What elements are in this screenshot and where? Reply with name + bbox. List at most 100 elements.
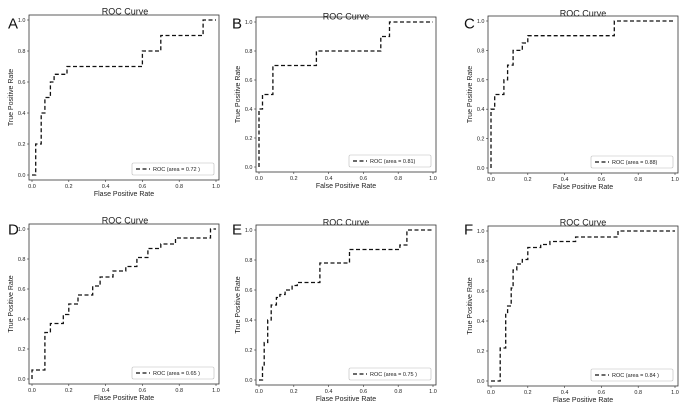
chart-title-b: ROC Curve <box>323 11 370 21</box>
panel-f: F ROC Curve 0.0 0.2 0.4 0.6 0.8 1.0 0.0 0.2 0.4 0.6… <box>464 217 679 403</box>
y-tick-label-e: 1.0 <box>245 228 253 234</box>
legend-box-e <box>348 367 432 381</box>
plot-frame-d <box>28 223 220 385</box>
y-tick-label-f: 0.6 <box>477 289 485 295</box>
y-tick-label-e: 0.8 <box>245 258 253 264</box>
x-tick-label-e: 0.4 <box>325 389 333 395</box>
chart-title-a: ROC Curve <box>102 6 149 16</box>
y-tick-label-c: 0.6 <box>477 78 485 84</box>
panel-letter-f: F <box>464 221 473 238</box>
y-tick-label-c: 1.0 <box>477 19 485 25</box>
plot-frame-e <box>255 224 437 386</box>
x-tick-label-b: 1.0 <box>429 176 437 182</box>
x-tick-label-d: 0.2 <box>65 388 73 394</box>
plot-frame-b <box>255 16 437 173</box>
y-axis-label-a: True Positive Rate <box>8 69 15 126</box>
y-tick-label-f: 0.0 <box>477 379 485 385</box>
panel-e: E ROC Curve 0.0 0.2 0.4 0.6 0.8 1.0 0.0 0.2 0.4 0.6… <box>232 217 437 403</box>
x-tick-label-a: 0.2 <box>65 184 73 190</box>
x-tick-label-f: 0.4 <box>561 390 569 396</box>
y-tick-label-a: 0.0 <box>18 173 26 179</box>
x-tick-label-f: 0.6 <box>598 390 606 396</box>
x-tick-label-a: 0.8 <box>175 184 183 190</box>
roc-curve-f <box>491 230 675 382</box>
x-axis-label-d: Flase Positive Rate <box>94 395 154 402</box>
x-tick-label-c: 0.2 <box>524 177 532 183</box>
x-tick-label-a: 1.0 <box>212 184 220 190</box>
y-tick-label-a: 0.4 <box>18 111 26 117</box>
chart-title-c: ROC Curve <box>560 8 607 18</box>
x-axis-label-b: False Positive Rate <box>316 183 376 190</box>
x-tick-label-a: 0.4 <box>102 184 110 190</box>
panel-a: A ROC Curve 0.0 0.2 0.4 0.6 0.8 1.0 0.0 0.2 0.4 0.6… <box>8 6 220 198</box>
y-tick-label-f: 0.8 <box>477 259 485 265</box>
roc-curve-c <box>490 20 675 168</box>
y-tick-label-d: 0.4 <box>18 317 26 323</box>
y-tick-label-e: 0.6 <box>245 288 253 294</box>
x-tick-label-e: 0.0 <box>255 389 263 395</box>
y-tick-label-a: 0.6 <box>18 80 26 86</box>
y-tick-label-b: 0.8 <box>245 49 253 55</box>
y-tick-label-e: 0.4 <box>245 318 253 324</box>
x-tick-label-f: 0.2 <box>524 390 532 396</box>
x-axis-label-e: Flase Positive Rate <box>316 396 376 403</box>
roc-curve-a <box>32 19 216 176</box>
panel-letter-a: A <box>8 15 18 32</box>
y-tick-label-d: 0.8 <box>18 257 26 263</box>
y-tick-label-a: 0.2 <box>18 142 26 148</box>
plot-frame-f <box>487 225 679 387</box>
x-tick-label-e: 1.0 <box>429 389 437 395</box>
x-tick-label-e: 0.2 <box>290 389 298 395</box>
roc-curve-e <box>259 229 433 381</box>
y-tick-label-e: 0.2 <box>245 348 253 354</box>
y-axis-label-f: True Positive Rate <box>467 277 474 334</box>
x-tick-label-b: 0.2 <box>290 176 298 182</box>
x-tick-label-f: 0.0 <box>487 390 495 396</box>
y-tick-label-b: 0.0 <box>245 165 253 171</box>
y-tick-label-d: 0.6 <box>18 287 26 293</box>
x-axis-label-f: Flase Positive Rate <box>553 397 613 403</box>
chart-title-e: ROC Curve <box>323 217 370 227</box>
y-tick-label-c: 0.0 <box>477 166 485 172</box>
x-tick-label-f: 1.0 <box>671 390 679 396</box>
y-tick-label-d: 1.0 <box>18 227 26 233</box>
x-tick-label-e: 0.8 <box>394 389 402 395</box>
x-tick-label-d: 0.6 <box>139 388 147 394</box>
y-tick-label-c: 0.8 <box>477 48 485 54</box>
legend-label-f: ROC (area = 0.84 ) <box>612 373 659 379</box>
panel-letter-d: D <box>8 221 19 238</box>
chart-title-d: ROC Curve <box>102 215 149 225</box>
y-tick-label-f: 1.0 <box>477 229 485 235</box>
x-tick-label-b: 0.8 <box>394 176 402 182</box>
x-tick-label-d: 0.0 <box>28 388 36 394</box>
x-tick-label-c: 0.4 <box>561 177 569 183</box>
chart-title-f: ROC Curve <box>560 217 607 227</box>
y-tick-label-b: 0.2 <box>245 136 253 142</box>
y-tick-label-b: 0.4 <box>245 107 253 113</box>
y-tick-label-b: 0.6 <box>245 78 253 84</box>
y-axis-label-e: True Positive Rate <box>235 276 242 333</box>
x-tick-label-a: 0.0 <box>28 184 36 190</box>
legend-box-d <box>131 366 215 380</box>
panel-letter-c: C <box>464 15 475 32</box>
x-axis-label-c: False Positive Rate <box>553 184 613 191</box>
y-tick-label-d: 0.2 <box>18 347 26 353</box>
x-axis-label-a: Flase Positive Rate <box>94 191 154 198</box>
x-tick-label-d: 1.0 <box>212 388 220 394</box>
y-axis-label-d: True Positive Rate <box>8 275 15 332</box>
panel-letter-b: B <box>232 15 242 32</box>
y-axis-label-b: True Positive Rate <box>235 66 242 123</box>
panel-b: B ROC Curve 0.0 0.2 0.4 0.6 0.8 1.0 0.0 0.2 0.4 0.6… <box>232 11 437 190</box>
panel-d: D ROC Curve 0.0 0.2 0.4 0.6 0.8 1.0 0.0 0.2 0.4 0.6… <box>8 215 220 402</box>
roc-curve-d <box>31 228 216 379</box>
x-tick-label-a: 0.6 <box>139 184 147 190</box>
legend-label-e: ROC (area = 0.75 ) <box>370 372 417 378</box>
roc-curve-b <box>258 21 433 167</box>
x-tick-label-b: 0.0 <box>255 176 263 182</box>
x-tick-label-b: 0.4 <box>325 176 333 182</box>
x-tick-label-c: 0.6 <box>598 177 606 183</box>
legend-label-d: ROC (area = 0.65 ) <box>153 371 200 377</box>
legend-label-a: ROC (area = 0.72 ) <box>153 167 200 173</box>
x-tick-label-d: 0.8 <box>175 388 183 394</box>
